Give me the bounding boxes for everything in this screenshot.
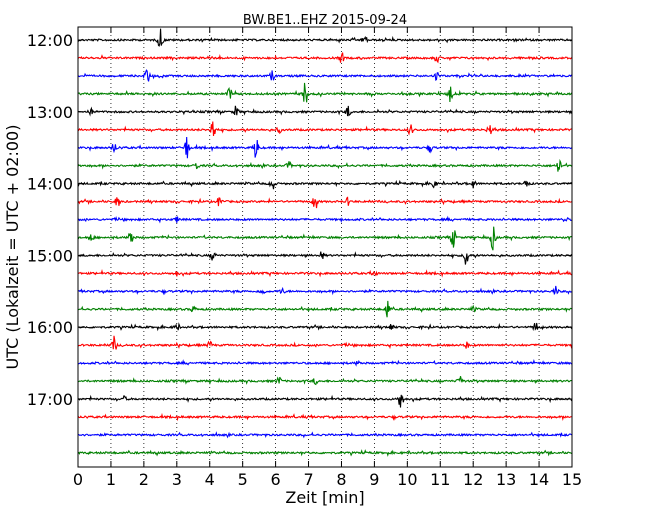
y-tick-label-5: 17:00 (27, 390, 73, 409)
x-tick-label-12: 12 (463, 470, 483, 489)
x-tick-label-13: 13 (496, 470, 516, 489)
trace-1645 (77, 376, 573, 386)
grid-lines (110, 27, 540, 467)
y-axis-label: UTC (Lokalzeit = UTC + 02:00) (3, 125, 22, 370)
x-tick-label-9: 9 (369, 470, 379, 489)
trace-1500 (77, 251, 573, 265)
x-tick-label-3: 3 (172, 470, 182, 489)
x-tick-label-10: 10 (397, 470, 417, 489)
x-tick-label-0: 0 (73, 470, 83, 489)
trace-1615 (77, 335, 573, 350)
x-tick-label-6: 6 (271, 470, 281, 489)
x-tick-label-1: 1 (106, 470, 116, 489)
x-tick-label-15: 15 (562, 470, 582, 489)
trace-1445 (77, 226, 573, 251)
trace-1530 (77, 285, 573, 296)
x-tick-label-7: 7 (303, 470, 313, 489)
y-tick-label-0: 12:00 (27, 31, 73, 50)
trace-1330 (77, 136, 573, 159)
trace-1430 (77, 215, 572, 224)
trace-1545 (77, 300, 573, 318)
trace-1745 (77, 449, 573, 457)
trace-group (77, 28, 573, 457)
trace-1300 (77, 105, 573, 117)
x-tick-label-2: 2 (139, 470, 149, 489)
trace-1600 (77, 322, 573, 332)
x-tick-label-4: 4 (205, 470, 215, 489)
trace-1345 (77, 158, 573, 172)
x-tick-label-8: 8 (336, 470, 346, 489)
trace-1730 (77, 431, 573, 439)
trace-1400 (77, 179, 573, 190)
trace-1515 (77, 269, 573, 278)
trace-1700 (77, 394, 573, 408)
trace-1245 (77, 82, 573, 103)
trace-1630 (77, 359, 573, 367)
x-tick-label-11: 11 (430, 470, 450, 489)
y-tick-label-3: 15:00 (27, 246, 73, 265)
trace-1200 (77, 28, 573, 47)
x-tick-label-14: 14 (529, 470, 549, 489)
plot-frame (77, 26, 573, 468)
y-tick-label-1: 13:00 (27, 103, 73, 122)
y-tick-label-4: 16:00 (27, 318, 73, 337)
trace-1415 (77, 196, 573, 209)
trace-1215 (77, 52, 573, 64)
trace-1315 (77, 121, 573, 137)
axis-ticks: 0 1 2 3 4 5 6 7 8 9 10 11 12 13 14 1512:0013:0014:0015:… (27, 27, 582, 489)
x-tick-label-5: 5 (238, 470, 248, 489)
trace-1715 (77, 412, 573, 422)
y-tick-label-2: 14:00 (27, 175, 73, 194)
chart-title: BW.BE1..EHZ 2015-09-24 (243, 13, 407, 28)
trace-1230 (77, 69, 573, 82)
x-axis-label: Zeit [min] (285, 488, 364, 507)
